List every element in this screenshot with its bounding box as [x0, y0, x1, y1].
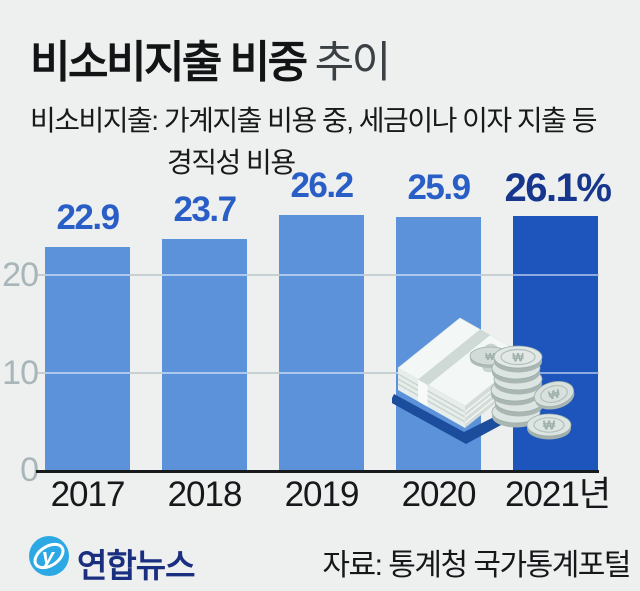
bar-value-label-2021년: 26.1%	[504, 166, 612, 210]
gridline-over-bar-20	[513, 274, 598, 276]
x-axis-line	[36, 470, 599, 473]
gridline-over-bar-20	[45, 274, 130, 276]
won-coin-icon: ₩	[526, 413, 572, 440]
title-suffix: 추이	[314, 39, 392, 87]
bar-value-label-2019: 26.2	[290, 166, 354, 205]
y-axis-tick-20: 20	[2, 256, 39, 294]
gridline-over-bar-10	[45, 371, 130, 374]
yonhap-logo-icon: y	[29, 536, 69, 576]
gridline-over-bar-20	[162, 274, 247, 276]
y-axis-tick-0: 0	[20, 451, 39, 489]
bar-2018	[162, 239, 247, 470]
svg-text:₩: ₩	[547, 386, 562, 402]
won-coin-stack-icon: ₩	[490, 345, 544, 428]
gridline-over-bar-20	[396, 274, 481, 276]
bar-2019	[279, 215, 364, 470]
won-coin-icon: ₩	[533, 380, 575, 410]
won-banknote-stack-icon	[397, 317, 528, 428]
source-credit: 자료: 통계청 국가통계포털	[322, 549, 631, 582]
bar-2017	[45, 247, 130, 470]
bar-value-label-2017: 22.9	[56, 198, 120, 237]
gridline-over-bar-10	[279, 371, 364, 374]
gridline-over-bar-10	[162, 371, 247, 374]
gridline-over-bar-20	[279, 274, 364, 276]
gridline-over-bar-10	[513, 371, 598, 374]
svg-text:₩: ₩	[543, 418, 556, 433]
svg-text:₩: ₩	[485, 352, 495, 363]
money-illustration: ₩ ₩ ₩	[392, 317, 575, 444]
svg-text:₩: ₩	[512, 351, 524, 365]
x-axis-label-2018: 2018	[167, 475, 243, 514]
x-axis-label-2020: 2020	[401, 475, 477, 514]
subtitle-line-2: 경직성 비용	[167, 147, 296, 178]
title-main: 비소비지출 비중	[30, 38, 308, 87]
page-title: 비소비지출 비중 추이	[30, 26, 392, 90]
bar-value-label-2018: 23.7	[173, 190, 237, 229]
x-axis-label-2019: 2019	[284, 475, 360, 514]
x-axis-label-2017: 2017	[50, 475, 126, 514]
y-axis-tick-10: 10	[2, 353, 39, 392]
subtitle-line-1: 비소비지출: 가계지출 비용 중, 세금이나 이자 지출 등	[30, 105, 597, 136]
yonhap-logo: y 연합뉴스	[27, 532, 257, 584]
bar-value-label-2020: 25.9	[407, 168, 471, 207]
logo-text: 연합뉴스	[77, 547, 195, 584]
x-axis-label-2021년: 2021년	[504, 475, 611, 514]
svg-text:y: y	[41, 544, 56, 569]
